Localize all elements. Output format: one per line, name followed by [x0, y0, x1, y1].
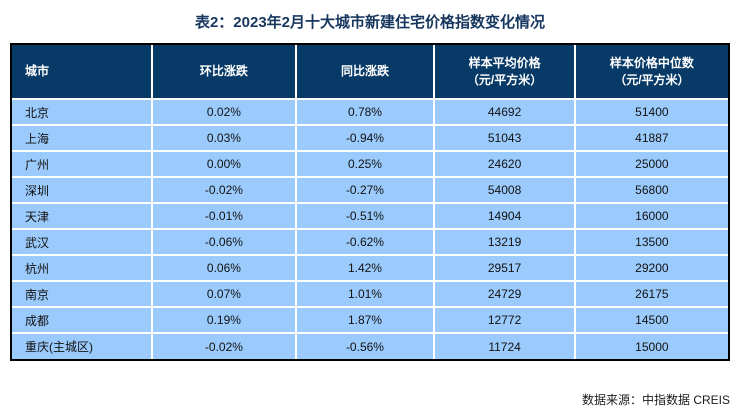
- col-header-median-price-unit: （元/平方米）: [614, 72, 690, 87]
- col-header-yoy-label: 同比涨跌: [340, 64, 389, 79]
- city-cell: 天津: [12, 202, 153, 229]
- yoy-cell: 1.01%: [294, 280, 435, 307]
- table-row: 北京 0.02% 0.78% 44692 51400: [12, 98, 728, 125]
- city-cell: 杭州: [12, 254, 153, 281]
- yoy-cell: -0.27%: [294, 176, 435, 203]
- table-row: 天津 -0.01% -0.51% 14904 16000: [12, 202, 728, 229]
- yoy-cell: 0.78%: [294, 98, 435, 125]
- city-cell: 深圳: [12, 176, 153, 203]
- city-cell: 广州: [12, 150, 153, 177]
- avg-price-cell: 51043: [433, 124, 575, 151]
- mom-cell: 0.07%: [151, 280, 296, 307]
- page-title: 表2：2023年2月十大城市新建住宅价格指数变化情况: [194, 14, 546, 31]
- median-price-cell: 13500: [573, 228, 728, 255]
- avg-price-cell: 44692: [433, 98, 575, 125]
- yoy-cell: -0.56%: [294, 332, 435, 359]
- mom-cell: -0.02%: [151, 332, 296, 359]
- col-header-mom: 环比涨跌: [151, 45, 296, 99]
- median-price-cell: 41887: [573, 124, 728, 151]
- mom-cell: 0.19%: [151, 306, 296, 333]
- col-header-avg-price: 样本平均价格 （元/平方米）: [433, 45, 575, 99]
- yoy-cell: 1.87%: [294, 306, 435, 333]
- mom-cell: 0.03%: [151, 124, 296, 151]
- median-price-cell: 25000: [573, 150, 728, 177]
- table-row: 成都 0.19% 1.87% 12772 14500: [12, 306, 728, 333]
- mom-cell: 0.00%: [151, 150, 296, 177]
- city-cell: 南京: [12, 280, 153, 307]
- avg-price-cell: 14904: [433, 202, 575, 229]
- col-header-mom-label: 环比涨跌: [199, 64, 248, 79]
- yoy-cell: 1.42%: [294, 254, 435, 281]
- avg-price-cell: 54008: [433, 176, 575, 203]
- table-row: 武汉 -0.06% -0.62% 13219 13500: [12, 228, 728, 255]
- median-price-cell: 26175: [573, 280, 728, 307]
- avg-price-cell: 29517: [433, 254, 575, 281]
- mom-cell: 0.06%: [151, 254, 296, 281]
- yoy-cell: -0.94%: [294, 124, 435, 151]
- yoy-cell: -0.51%: [294, 202, 435, 229]
- col-header-median-price: 样本价格中位数 （元/平方米）: [573, 45, 728, 99]
- city-cell: 上海: [12, 124, 153, 151]
- city-cell: 北京: [12, 98, 153, 125]
- avg-price-cell: 13219: [433, 228, 575, 255]
- median-price-cell: 29200: [573, 254, 728, 281]
- median-price-cell: 56800: [573, 176, 728, 203]
- median-price-cell: 51400: [573, 98, 728, 125]
- col-header-median-price-label: 样本价格中位数: [609, 56, 694, 71]
- mom-cell: -0.01%: [151, 202, 296, 229]
- avg-price-cell: 12772: [433, 306, 575, 333]
- table-row: 广州 0.00% 0.25% 24620 25000: [12, 150, 728, 177]
- col-header-yoy: 同比涨跌: [294, 45, 435, 99]
- table-row: 杭州 0.06% 1.42% 29517 29200: [12, 254, 728, 281]
- yoy-cell: -0.62%: [294, 228, 435, 255]
- mom-cell: -0.02%: [151, 176, 296, 203]
- price-index-table: 城市 环比涨跌 同比涨跌 样本平均价格 （元/平方米） 样本价格中位数 （元/平方米…: [10, 43, 730, 361]
- mom-cell: 0.02%: [151, 98, 296, 125]
- city-cell: 成都: [12, 306, 153, 333]
- city-cell: 重庆(主城区): [12, 332, 153, 359]
- table-row: 上海 0.03% -0.94% 51043 41887: [12, 124, 728, 151]
- table-row: 重庆(主城区) -0.02% -0.56% 11724 15000: [12, 332, 728, 359]
- col-header-city-label: 城市: [25, 64, 50, 79]
- yoy-cell: 0.25%: [294, 150, 435, 177]
- avg-price-cell: 24620: [433, 150, 575, 177]
- header-row: 城市 环比涨跌 同比涨跌 样本平均价格 （元/平方米） 样本价格中位数 （元/平方米…: [12, 45, 728, 99]
- avg-price-cell: 24729: [433, 280, 575, 307]
- avg-price-cell: 11724: [433, 332, 575, 359]
- table-row: 南京 0.07% 1.01% 24729 26175: [12, 280, 728, 307]
- col-header-city: 城市: [12, 45, 153, 99]
- table-row: 深圳 -0.02% -0.27% 54008 56800: [12, 176, 728, 203]
- city-cell: 武汉: [12, 228, 153, 255]
- data-source: 数据来源：中指数据 CREIS: [581, 393, 730, 407]
- median-price-cell: 15000: [573, 332, 728, 359]
- mom-cell: -0.06%: [151, 228, 296, 255]
- col-header-avg-price-unit: （元/平方米）: [466, 72, 543, 87]
- median-price-cell: 16000: [573, 202, 728, 229]
- col-header-avg-price-label: 样本平均价格: [468, 56, 541, 71]
- median-price-cell: 14500: [573, 306, 728, 333]
